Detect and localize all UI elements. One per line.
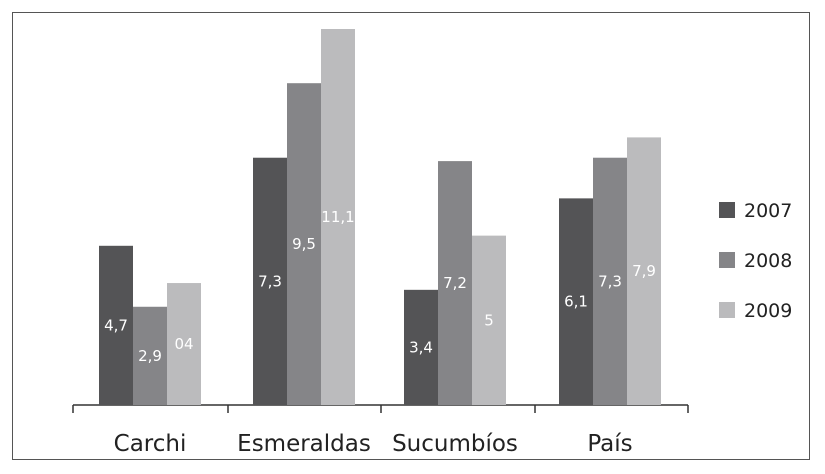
bar-esmeraldas-2009	[321, 29, 355, 405]
data-label: 4,7	[104, 316, 128, 334]
data-label: 7,2	[443, 274, 467, 292]
legend-swatch	[719, 252, 735, 268]
bar-esmeraldas-2007	[253, 157, 287, 405]
category-label: País	[587, 431, 632, 457]
data-label: 5	[484, 311, 494, 329]
data-label: 9,5	[292, 235, 316, 253]
data-label: 3,4	[409, 338, 433, 356]
bar-país-2007	[559, 198, 593, 405]
category-label: Carchi	[114, 431, 187, 457]
data-label: 7,9	[632, 262, 656, 280]
bar-sucumbíos-2009	[472, 235, 506, 405]
data-label: 11,1	[321, 208, 354, 226]
data-label: 6,1	[564, 293, 588, 311]
bar-sucumbíos-2008	[438, 161, 472, 405]
legend-swatch	[719, 202, 735, 218]
bar-sucumbíos-2007	[404, 289, 438, 405]
bar-país-2008	[593, 157, 627, 405]
bar-carchi-2009	[167, 283, 201, 405]
legend-label: 2007	[744, 200, 792, 222]
legend-swatch	[719, 302, 735, 318]
bar-país-2009	[627, 137, 661, 405]
category-label: Sucumbíos	[392, 431, 518, 457]
bar-carchi-2008	[133, 306, 167, 405]
data-label: 7,3	[598, 272, 622, 290]
data-label: 7,3	[258, 272, 282, 290]
data-label: 04	[174, 335, 193, 353]
bar-esmeraldas-2008	[287, 83, 321, 406]
category-label: Esmeraldas	[237, 431, 371, 457]
legend-label: 2008	[744, 250, 792, 272]
legend-label: 2009	[744, 300, 792, 322]
data-label: 2,9	[138, 347, 162, 365]
bar-carchi-2007	[99, 245, 133, 405]
